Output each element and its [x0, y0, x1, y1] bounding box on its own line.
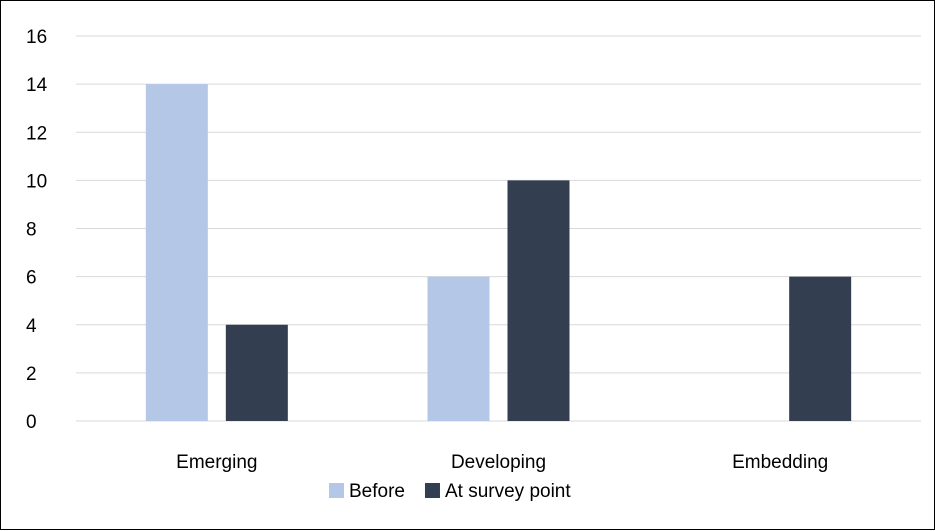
y-axis-ticks: 0 2 4 6 8 10 12 14 16: [26, 27, 48, 433]
legend-label: Before: [349, 481, 405, 502]
y-tick-label: 14: [26, 75, 48, 96]
bars: [145, 84, 852, 421]
y-tick-label: 6: [26, 268, 37, 289]
bar-at-survey-point-embedding: [789, 276, 852, 421]
legend-label: At survey point: [445, 481, 571, 502]
x-category-label: Developing: [451, 452, 546, 473]
x-axis-labels: Emerging Developing Embedding: [176, 452, 828, 473]
bar-before-emerging: [145, 84, 208, 421]
y-tick-label: 8: [26, 220, 37, 241]
y-tick-label: 16: [26, 27, 47, 48]
legend-swatch: [329, 483, 344, 498]
bar-at-survey-point-developing: [507, 180, 570, 421]
y-tick-label: 4: [26, 316, 37, 337]
legend-swatch: [424, 483, 440, 498]
y-tick-label: 10: [26, 171, 47, 192]
y-tick-label: 2: [26, 364, 37, 385]
bar-at-survey-point-emerging: [225, 324, 288, 421]
gridlines: [76, 35, 921, 422]
y-tick-label: 12: [26, 123, 47, 144]
x-category-label: Emerging: [176, 452, 257, 473]
legend: Before At survey point: [329, 481, 571, 502]
x-category-label: Embedding: [732, 452, 828, 473]
bar-before-developing: [427, 276, 490, 421]
y-tick-label: 0: [26, 412, 37, 433]
